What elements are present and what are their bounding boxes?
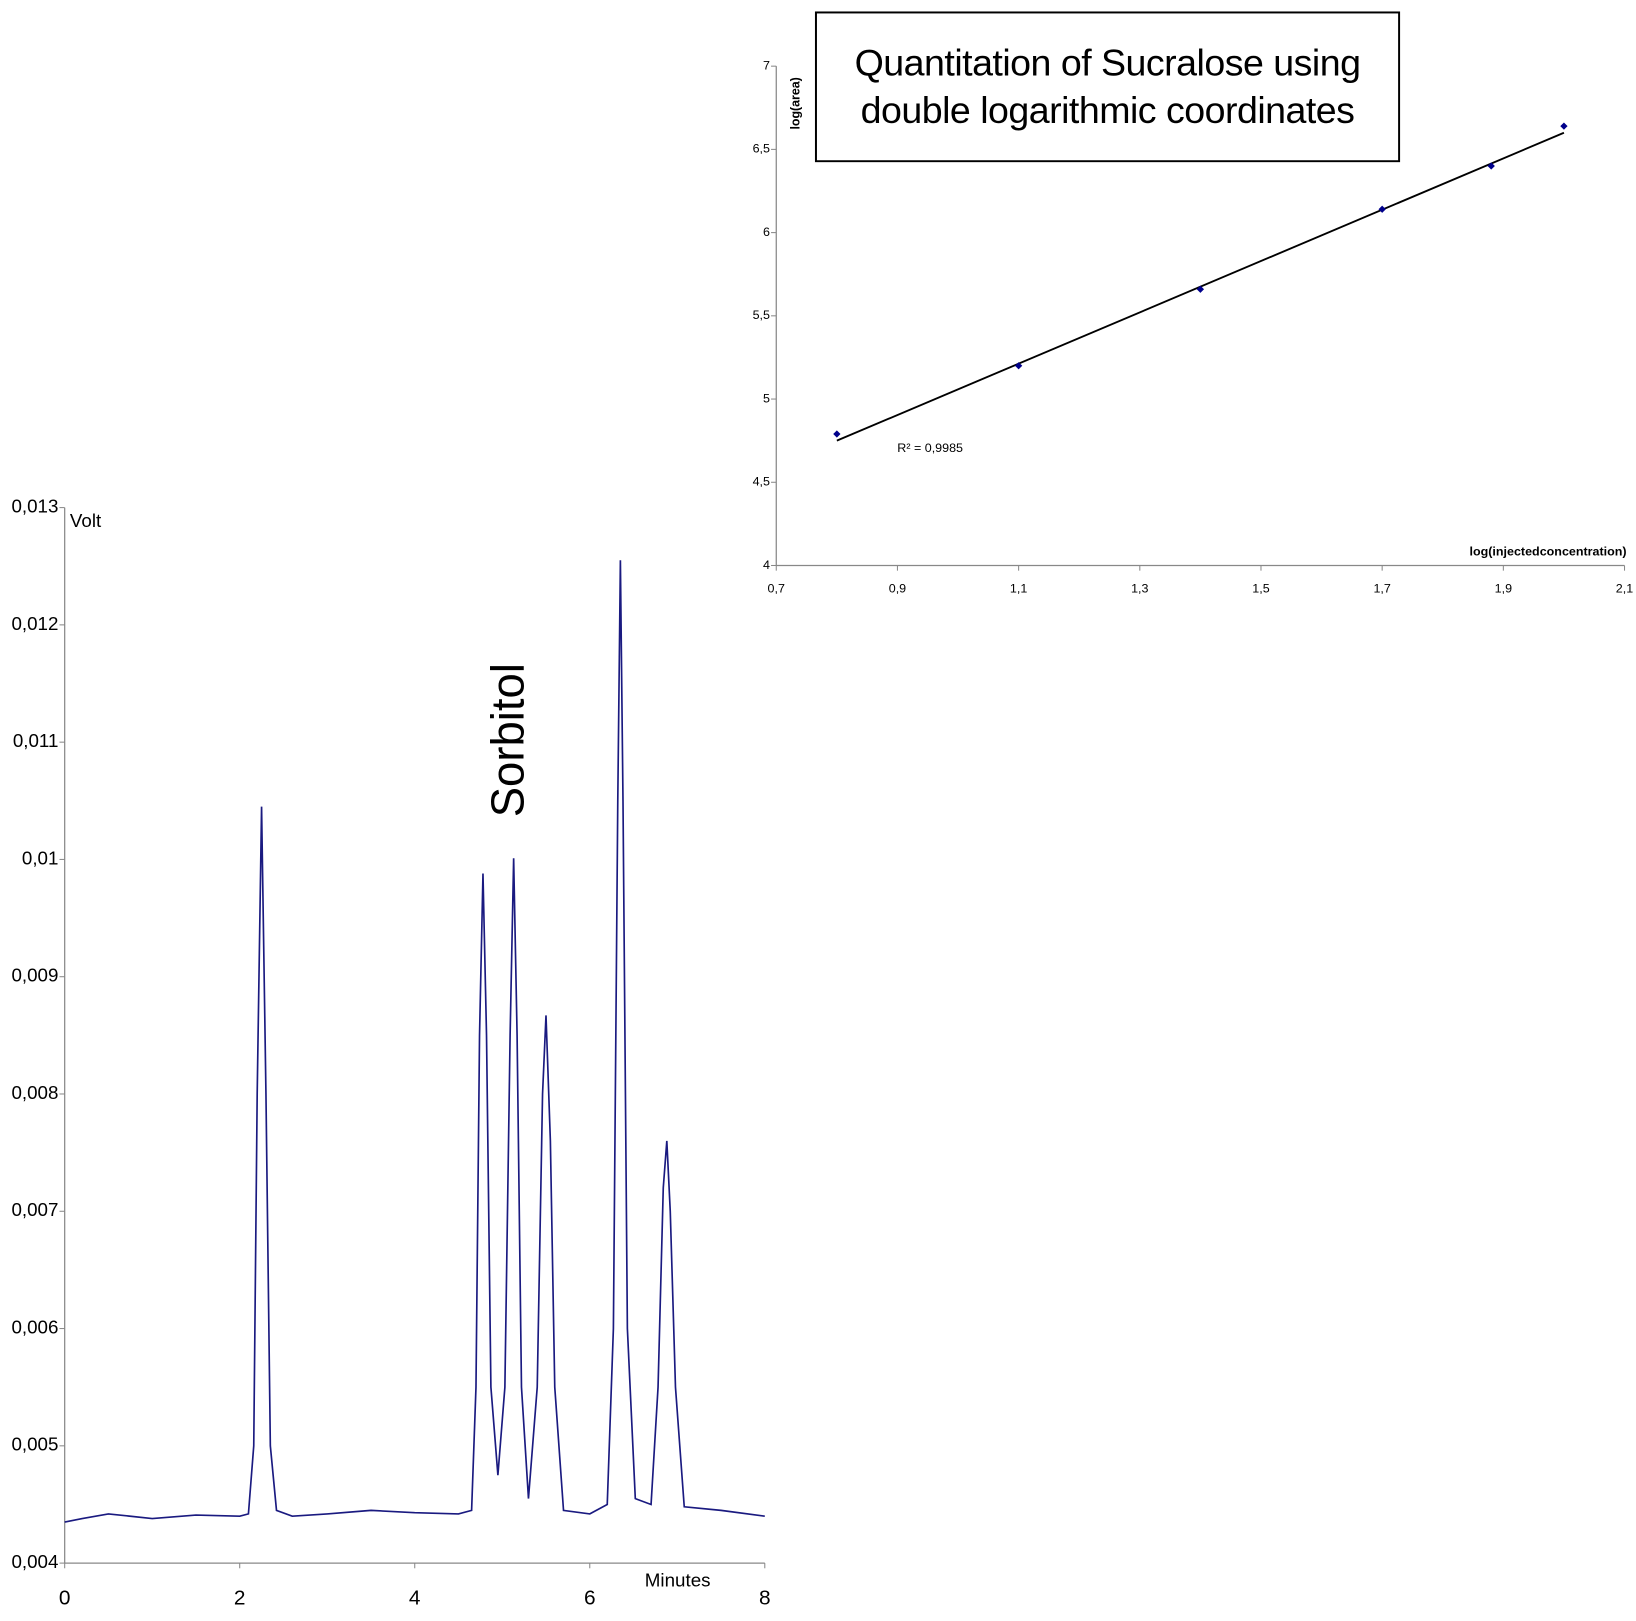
data-point bbox=[1560, 122, 1568, 130]
peak-annotation: Sorbitol bbox=[482, 663, 533, 817]
y-axis-label: Volt bbox=[70, 510, 102, 531]
data-point bbox=[1487, 162, 1495, 170]
y-tick-label: 5,5 bbox=[753, 308, 770, 322]
y-tick-label: 0,013 bbox=[11, 496, 58, 517]
x-tick-label: 1,9 bbox=[1495, 582, 1512, 596]
y-tick-label: 7 bbox=[763, 58, 770, 72]
chromatogram-line bbox=[64, 560, 765, 1523]
x-tick-label: 0,9 bbox=[889, 582, 906, 596]
x-tick-label: 1,1 bbox=[1010, 582, 1027, 596]
y-tick-label: 5 bbox=[763, 391, 770, 405]
x-tick-label: 0,7 bbox=[768, 582, 785, 596]
y-tick-label: 0,011 bbox=[13, 730, 59, 751]
x-tick-label: 1,7 bbox=[1373, 582, 1390, 596]
data-point bbox=[833, 430, 841, 438]
x-tick-label: 2,1 bbox=[1616, 582, 1633, 596]
y-tick-label: 0,01 bbox=[22, 847, 59, 868]
x-tick-label: 6 bbox=[584, 1587, 596, 1610]
y-tick-label: 4,5 bbox=[753, 475, 770, 489]
x-tick-label: 4 bbox=[409, 1587, 421, 1610]
y-tick-label: 0,005 bbox=[11, 1434, 58, 1455]
x-tick-label: 0 bbox=[59, 1587, 71, 1610]
data-point bbox=[1378, 205, 1386, 213]
data-point bbox=[1196, 285, 1205, 293]
x-tick-label: 1,5 bbox=[1252, 582, 1269, 596]
y-axis-label: log(area) bbox=[788, 77, 802, 129]
y-tick-label: 0,012 bbox=[11, 613, 58, 634]
y-tick-label: 0,007 bbox=[11, 1199, 58, 1220]
x-axis-label: Minutes bbox=[645, 1570, 711, 1591]
x-tick-label: 1,3 bbox=[1131, 582, 1148, 596]
y-tick-label: 0,008 bbox=[11, 1082, 58, 1103]
x-tick-label: 2 bbox=[234, 1587, 246, 1610]
x-tick-label: 8 bbox=[759, 1587, 771, 1610]
y-tick-label: 6 bbox=[763, 225, 770, 239]
y-tick-label: 6,5 bbox=[753, 142, 770, 156]
y-tick-label: 0,006 bbox=[11, 1317, 58, 1338]
x-axis-label: log(injectedconcentration) bbox=[1470, 544, 1627, 558]
r-squared-annotation: R² = 0,9985 bbox=[897, 441, 963, 455]
y-tick-label: 0,004 bbox=[11, 1551, 58, 1572]
chart-title: Quantitation of Sucralose using double l… bbox=[814, 11, 1401, 163]
y-tick-label: 0,009 bbox=[11, 965, 58, 986]
y-tick-label: 4 bbox=[763, 558, 770, 572]
title-frame: Quantitation of Sucralose using double l… bbox=[814, 11, 1401, 163]
